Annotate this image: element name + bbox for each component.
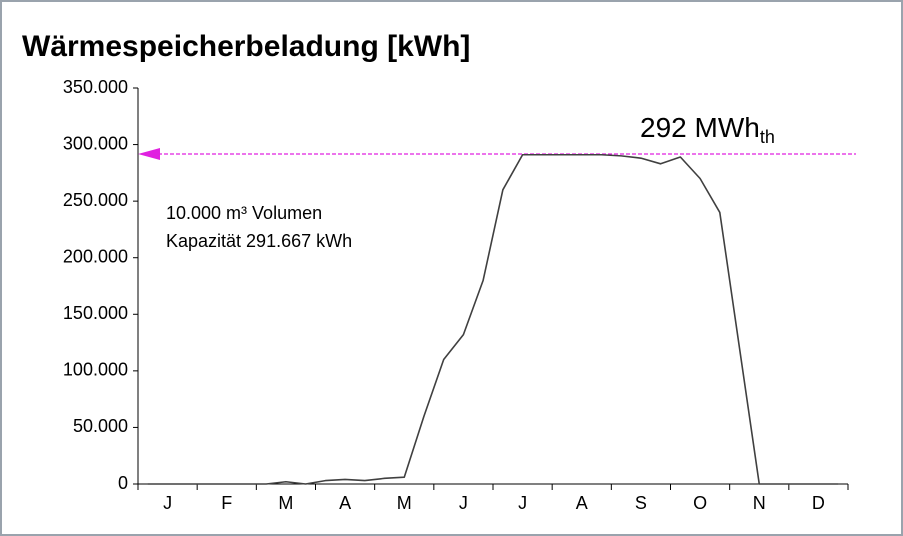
y-tick-label: 200.000: [63, 246, 128, 266]
annotation: 10.000 m³ Volumen: [166, 203, 322, 223]
x-tick-label: J: [518, 493, 527, 513]
x-tick-label: A: [576, 493, 588, 513]
x-tick-label: D: [812, 493, 825, 513]
x-tick-label: F: [221, 493, 232, 513]
y-tick-label: 350.000: [63, 77, 128, 97]
capacity-label: 292 MWhth: [640, 112, 775, 146]
x-tick-label: J: [163, 493, 172, 513]
y-tick-label: 0: [118, 473, 128, 493]
capacity-arrow: [138, 147, 160, 160]
x-tick-label: N: [753, 493, 766, 513]
x-tick-label: M: [278, 493, 293, 513]
annotation: Kapazität 291.667 kWh: [166, 231, 352, 251]
data-line: [147, 153, 839, 485]
y-tick-label: 100.000: [63, 360, 128, 380]
x-tick-label: J: [459, 493, 468, 513]
x-tick-label: S: [635, 493, 647, 513]
y-tick-label: 50.000: [73, 416, 128, 436]
x-tick-label: M: [397, 493, 412, 513]
x-tick-label: A: [339, 493, 351, 513]
x-tick-label: O: [693, 493, 707, 513]
y-tick-label: 250.000: [63, 190, 128, 210]
y-tick-label: 300.000: [63, 133, 128, 153]
chart-title: Wärmespeicherbeladung [kWh]: [22, 30, 470, 63]
capacity-label-text: 292 MWh: [640, 112, 760, 143]
capacity-label-sub: th: [760, 127, 775, 147]
y-tick-label: 150.000: [63, 303, 128, 323]
